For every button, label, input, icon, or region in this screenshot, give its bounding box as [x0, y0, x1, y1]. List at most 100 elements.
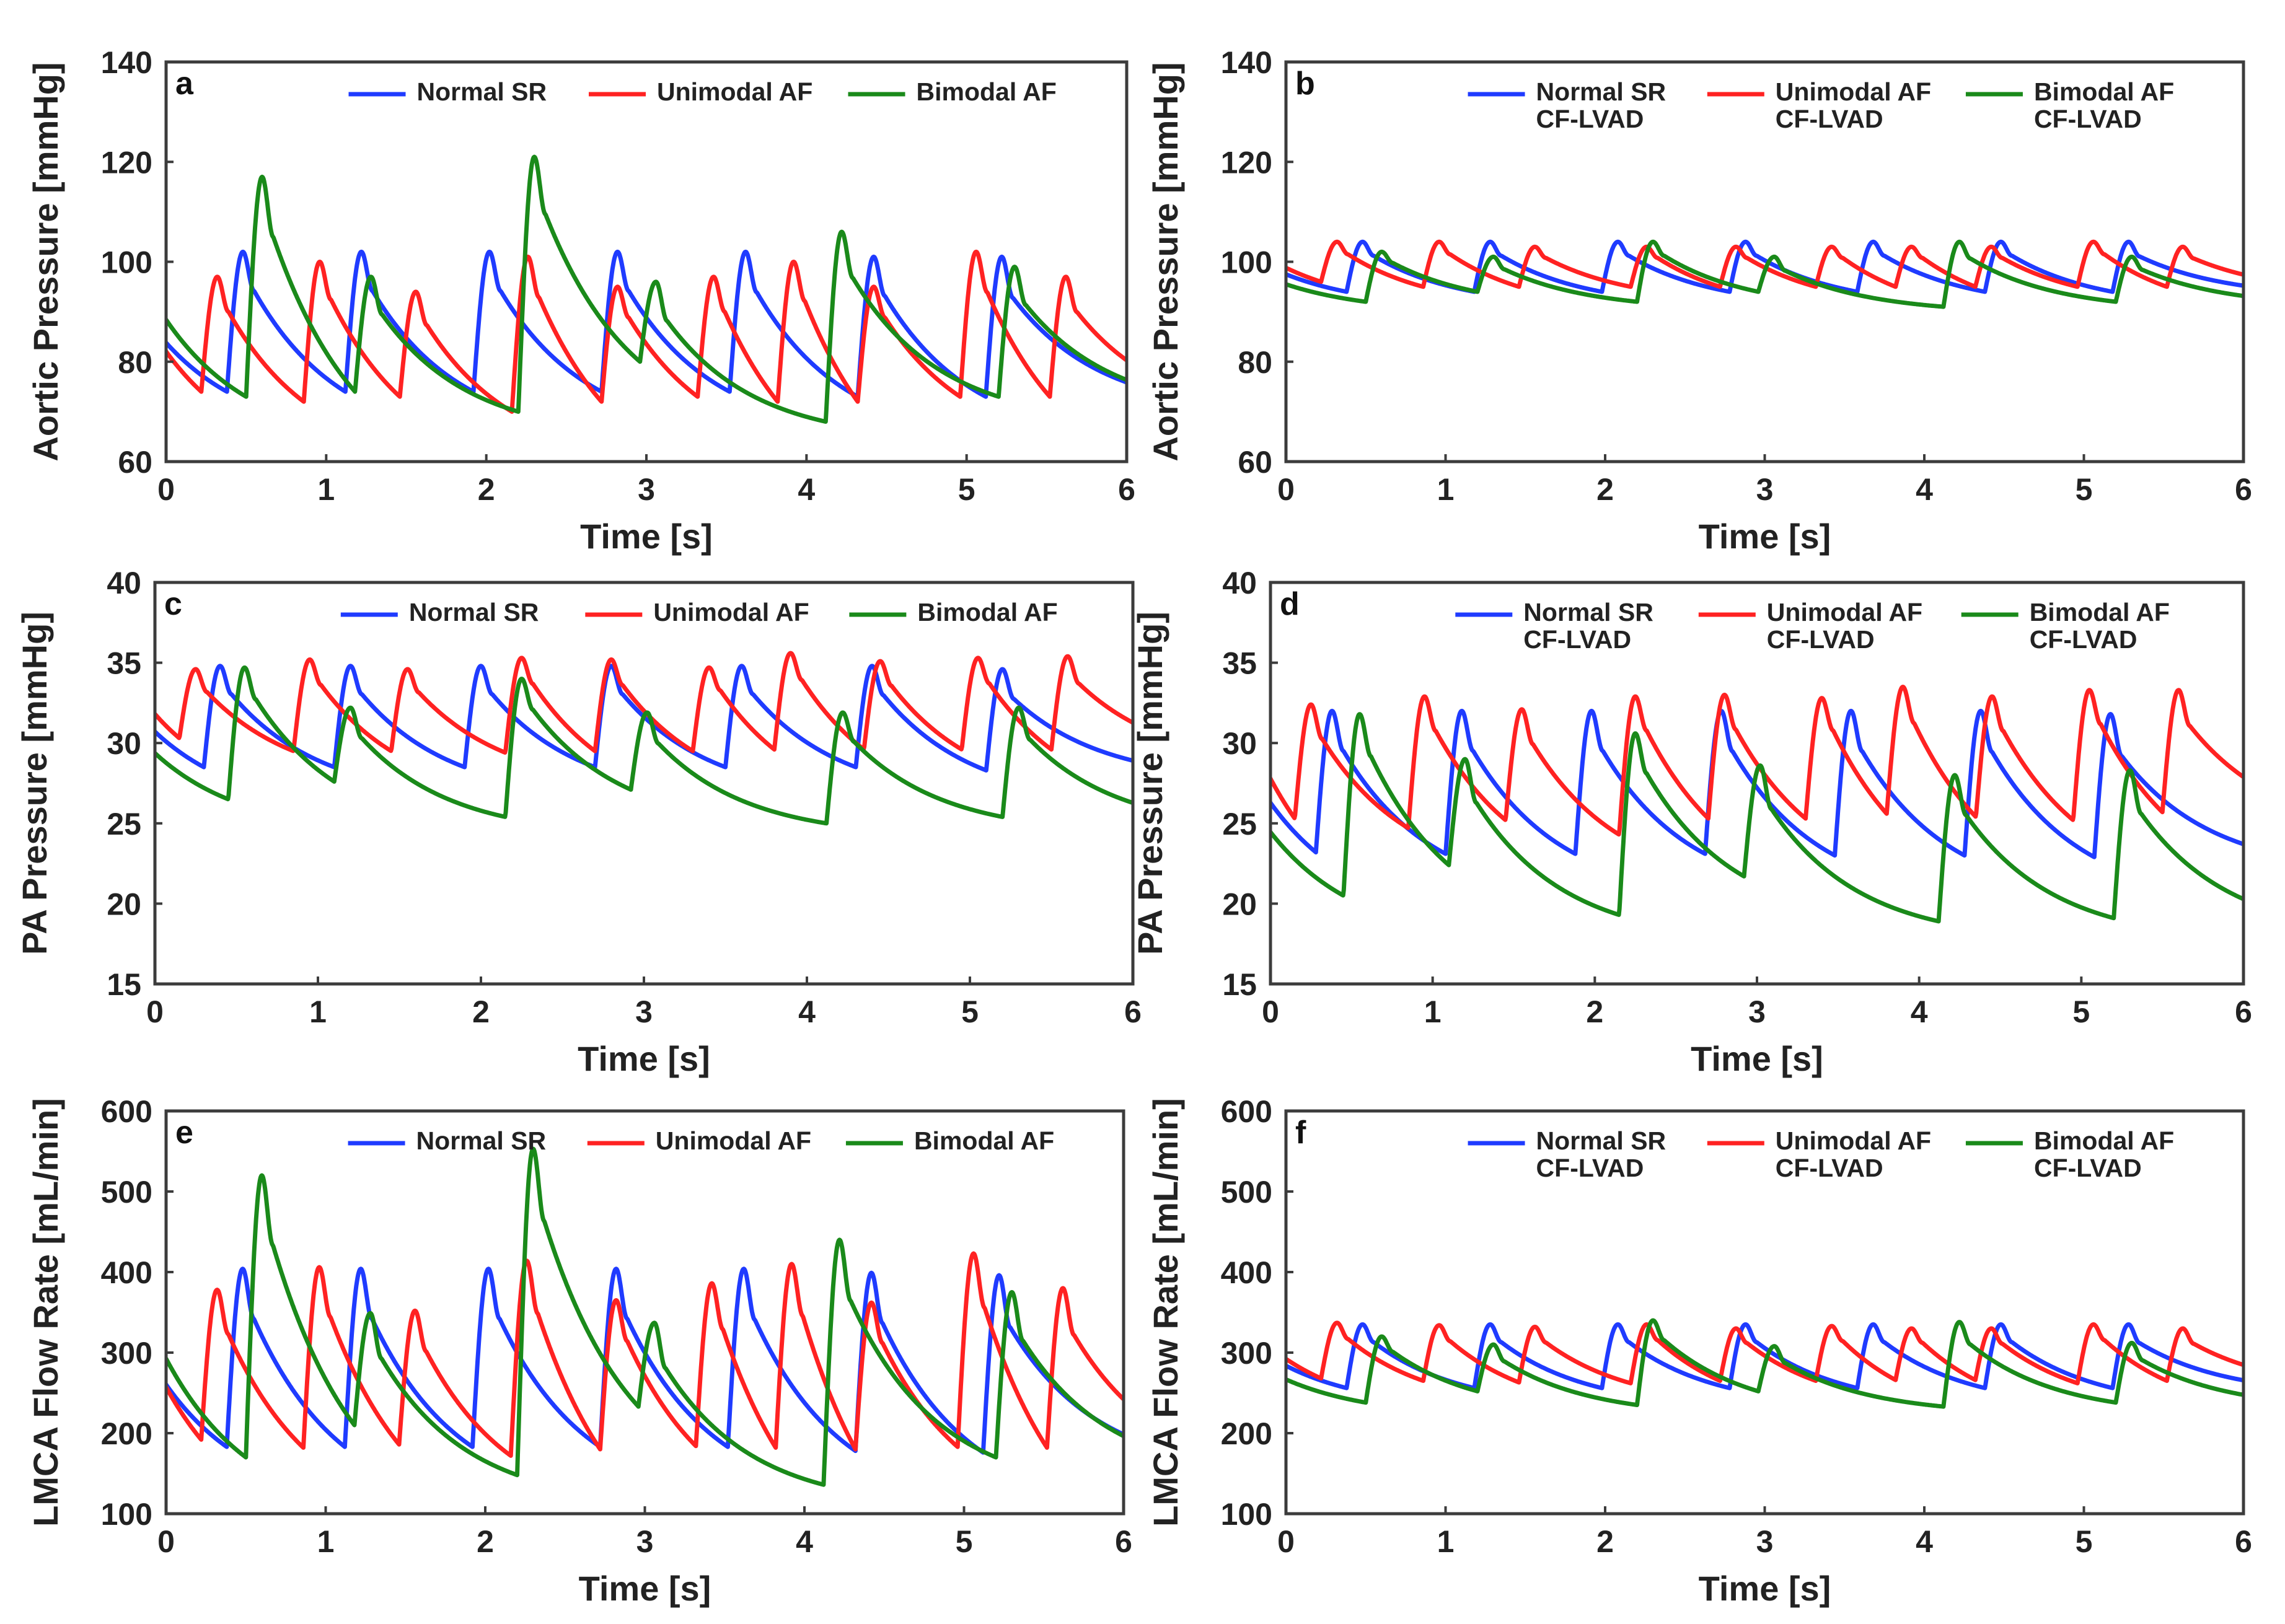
- x-tick-label: 1: [1437, 1524, 1455, 1559]
- y-tick-label: 15: [107, 967, 141, 1002]
- y-tick-label: 140: [1221, 45, 1272, 80]
- y-tick-label: 20: [107, 887, 141, 921]
- panel-e: 0 1 2 3 4 5 6 100 200 300 400 500 600 Time [s] LMCA Fl…: [26, 1094, 1132, 1608]
- x-tick-label: 5: [2076, 1524, 2093, 1559]
- series-line-unimodal-af: [166, 1251, 1124, 1458]
- x-axis-label: Time [s]: [578, 1039, 710, 1078]
- x-tick-label: 2: [472, 994, 490, 1029]
- y-tick-label: 400: [1221, 1255, 1272, 1290]
- legend-label: Unimodal AF: [1776, 77, 1931, 106]
- plot-area: [1286, 239, 2243, 309]
- y-tick-label: 30: [107, 726, 141, 761]
- legend-label: Unimodal AF: [653, 598, 809, 626]
- x-tick-label: 3: [636, 1524, 654, 1559]
- legend-label-line2: CF-LVAD: [1536, 105, 1644, 133]
- series-line-bimodal-af: [1286, 239, 2243, 309]
- plot-area: [166, 1146, 1124, 1487]
- y-tick-label: 35: [1222, 646, 1257, 681]
- legend-label: Normal SR: [409, 598, 539, 626]
- legend-label-line2: CF-LVAD: [2030, 625, 2138, 654]
- legend-label: Unimodal AF: [657, 77, 812, 106]
- x-tick-label: 1: [1424, 994, 1442, 1029]
- legend-label: Unimodal AF: [1776, 1126, 1931, 1155]
- series-line-unimodal-af: [166, 249, 1127, 414]
- x-tick-label: 0: [157, 1524, 175, 1559]
- y-tick-label: 600: [101, 1094, 152, 1129]
- legend-label: Normal SR: [1536, 77, 1666, 106]
- y-tick-label: 140: [101, 45, 152, 80]
- legend-label-line2: CF-LVAD: [1767, 625, 1875, 654]
- y-tick-label: 15: [1222, 967, 1257, 1002]
- series-line-normal-sr: [155, 664, 1133, 773]
- legend-label-line2: CF-LVAD: [1523, 625, 1631, 654]
- x-tick-label: 6: [1115, 1524, 1132, 1559]
- plot-area: [166, 154, 1127, 424]
- x-tick-label: 1: [309, 994, 327, 1029]
- axes-frame: [164, 60, 1129, 463]
- x-tick-label: 0: [1277, 1524, 1295, 1559]
- x-tick-label: 0: [146, 994, 164, 1029]
- legend-label-line2: CF-LVAD: [2034, 105, 2142, 133]
- panel-letter: b: [1295, 66, 1315, 102]
- y-axis-label: Aortic Pressure [mmHg]: [26, 62, 65, 461]
- legend-label: Bimodal AF: [2034, 77, 2174, 106]
- y-tick-label: 20: [1222, 887, 1257, 921]
- legend-label: Unimodal AF: [1767, 598, 1922, 626]
- legend-label: Normal SR: [417, 77, 547, 106]
- x-tick-label: 5: [2076, 472, 2093, 507]
- x-tick-label: 4: [1911, 994, 1928, 1029]
- y-tick-label: 120: [1221, 145, 1272, 180]
- legend-label: Bimodal AF: [2034, 1126, 2174, 1155]
- panel-letter: c: [164, 586, 182, 622]
- y-tick-label: 60: [118, 445, 152, 480]
- legend-label: Bimodal AF: [917, 598, 1057, 626]
- series-line-bimodal-af: [1286, 1318, 2243, 1409]
- x-axis-label: Time [s]: [580, 517, 713, 556]
- y-tick-label: 500: [1221, 1175, 1272, 1209]
- legend-label-line2: CF-LVAD: [2034, 1154, 2142, 1182]
- y-tick-label: 200: [101, 1416, 152, 1451]
- x-axis-label: Time [s]: [579, 1569, 711, 1608]
- y-tick-label: 40: [107, 566, 141, 600]
- x-tick-label: 5: [956, 1524, 973, 1559]
- legend-label: Bimodal AF: [917, 77, 1057, 106]
- panel-c: 0 1 2 3 4 5 6 15 20 25 30 35 40 Time [s] PA Pressure […: [15, 566, 1142, 1078]
- x-axis-label: Time [s]: [1699, 1569, 1831, 1608]
- y-tick-label: 80: [1238, 345, 1272, 380]
- legend-label: Normal SR: [1523, 598, 1653, 626]
- x-tick-label: 0: [1262, 994, 1279, 1029]
- y-axis-label: PA Pressure [mmHg]: [15, 612, 54, 955]
- legend-label-line2: CF-LVAD: [1536, 1154, 1644, 1182]
- x-tick-label: 1: [317, 1524, 335, 1559]
- x-tick-label: 5: [2072, 994, 2090, 1029]
- y-tick-label: 80: [118, 345, 152, 380]
- panel-d: 0 1 2 3 4 5 6 15 20 25 30 35 40 Time [s] PA Pressure […: [1130, 566, 2252, 1078]
- x-tick-label: 6: [1124, 994, 1142, 1029]
- panel-f: 0 1 2 3 4 5 6 100 200 300 400 500 600 Time [s] LMCA Fl…: [1146, 1094, 2252, 1608]
- x-axis-label: Time [s]: [1691, 1039, 1823, 1078]
- x-tick-label: 3: [638, 472, 655, 507]
- series-line-bimodal-af: [1270, 712, 2243, 924]
- y-tick-label: 300: [101, 1336, 152, 1371]
- y-tick-label: 100: [101, 245, 152, 280]
- series-line-bimodal-af: [166, 1146, 1124, 1487]
- plot-area: [1286, 1318, 2243, 1409]
- x-axis-label: Time [s]: [1699, 517, 1831, 556]
- x-tick-label: 1: [317, 472, 335, 507]
- plot-area: [1270, 685, 2243, 924]
- panel-letter: a: [175, 66, 194, 102]
- x-tick-label: 4: [798, 472, 815, 507]
- panel-b: 0 1 2 3 4 5 6 60 80 100 120 140 Time [s] Aortic Press…: [1146, 45, 2252, 556]
- y-tick-label: 600: [1221, 1094, 1272, 1129]
- x-tick-label: 6: [2235, 472, 2252, 507]
- x-tick-label: 6: [2235, 994, 2252, 1029]
- legend-label: Bimodal AF: [2030, 598, 2170, 626]
- legend-label: Normal SR: [416, 1126, 547, 1155]
- y-axis-label: LMCA Flow Rate [mL/min]: [26, 1098, 65, 1527]
- y-tick-label: 60: [1238, 445, 1272, 480]
- panel-letter: d: [1280, 586, 1300, 622]
- legend-label: Normal SR: [1536, 1126, 1666, 1155]
- x-tick-label: 0: [157, 472, 175, 507]
- series-line-bimodal-af: [166, 154, 1127, 424]
- x-tick-label: 4: [1916, 1524, 1933, 1559]
